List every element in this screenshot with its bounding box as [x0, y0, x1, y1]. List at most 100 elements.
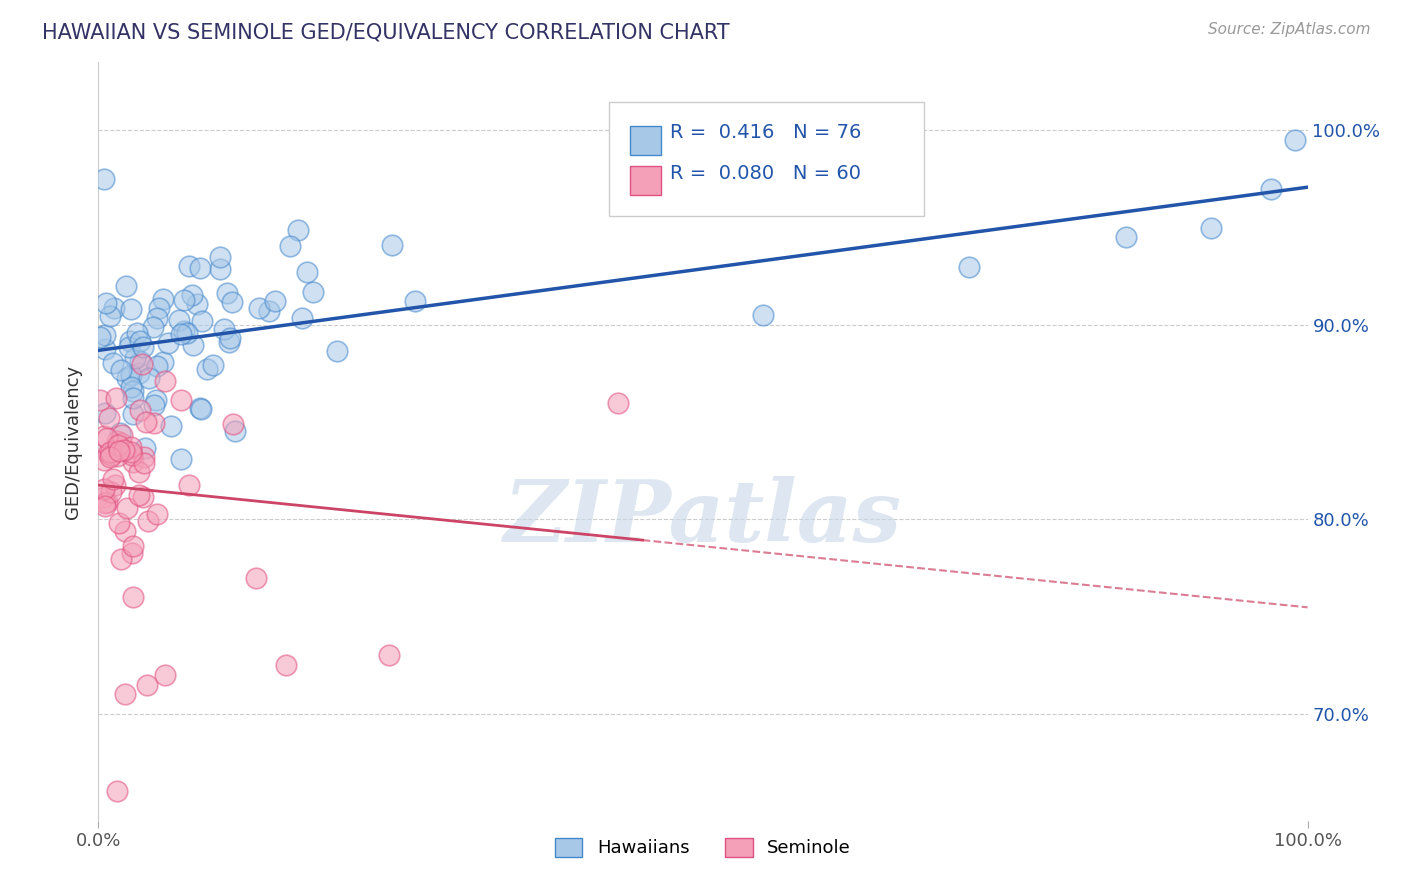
Point	[97, 411, 120, 425]
Point	[145, 311, 167, 326]
Point	[93, 482, 115, 496]
Point	[120, 368, 142, 383]
Point	[120, 445, 142, 459]
Point	[93, 428, 115, 442]
Legend: Hawaiians, Seminole: Hawaiians, Seminole	[548, 830, 858, 864]
Point	[607, 395, 630, 409]
Point	[287, 223, 309, 237]
Point	[222, 417, 245, 432]
Point	[156, 335, 179, 350]
Point	[152, 292, 174, 306]
Point	[104, 478, 127, 492]
Point	[202, 359, 225, 373]
Point	[93, 172, 115, 186]
Point	[138, 371, 160, 385]
Point	[1284, 133, 1306, 147]
Point	[94, 342, 117, 356]
Point	[89, 330, 111, 344]
Point	[132, 490, 155, 504]
Point	[93, 452, 115, 467]
Point	[122, 539, 145, 553]
Text: R =  0.080   N = 60: R = 0.080 N = 60	[671, 163, 862, 183]
Point	[278, 239, 301, 253]
Point	[121, 407, 143, 421]
Point	[121, 391, 143, 405]
Point	[121, 546, 143, 560]
Point	[183, 337, 205, 351]
Point	[98, 445, 121, 459]
Point	[121, 455, 143, 469]
Point	[181, 288, 204, 302]
Point	[94, 499, 117, 513]
Point	[103, 472, 125, 486]
Point	[128, 353, 150, 368]
Point	[153, 668, 176, 682]
Point	[97, 445, 120, 459]
Point	[153, 374, 176, 388]
Point	[752, 308, 775, 322]
Point	[103, 444, 125, 458]
Point	[208, 261, 231, 276]
Point	[169, 326, 191, 341]
Point	[146, 507, 169, 521]
Point	[136, 515, 159, 529]
Text: R =  0.416   N = 76: R = 0.416 N = 76	[671, 123, 862, 142]
Point	[107, 438, 129, 452]
Point	[135, 677, 157, 691]
Point	[105, 784, 128, 798]
Point	[177, 477, 200, 491]
Point	[110, 436, 132, 450]
Point	[121, 384, 143, 398]
Point	[1199, 220, 1222, 235]
Point	[302, 285, 325, 300]
Point	[125, 326, 148, 340]
Point	[167, 313, 190, 327]
Point	[120, 301, 142, 316]
Point	[179, 260, 201, 274]
Point	[152, 355, 174, 369]
Point	[96, 295, 118, 310]
Point	[263, 293, 285, 308]
Point	[381, 238, 404, 252]
Point	[143, 416, 166, 430]
Point	[96, 431, 118, 445]
Point	[274, 658, 297, 673]
Point	[170, 452, 193, 467]
FancyBboxPatch shape	[630, 166, 661, 195]
Point	[89, 392, 111, 407]
Point	[111, 428, 134, 442]
Point	[110, 363, 132, 377]
Point	[190, 261, 212, 276]
Point	[94, 406, 117, 420]
Point	[295, 265, 318, 279]
Point	[218, 331, 240, 345]
Point	[112, 442, 135, 457]
Point	[129, 334, 152, 349]
Point	[221, 295, 243, 310]
Text: Source: ZipAtlas.com: Source: ZipAtlas.com	[1208, 22, 1371, 37]
Point	[96, 494, 118, 508]
Point	[94, 496, 117, 510]
Point	[135, 415, 157, 429]
Point	[103, 301, 125, 315]
Point	[114, 687, 136, 701]
Point	[132, 339, 155, 353]
Point	[120, 379, 142, 393]
Point	[108, 443, 131, 458]
Point	[134, 441, 156, 455]
Point	[115, 501, 138, 516]
FancyBboxPatch shape	[609, 102, 924, 217]
Point	[212, 322, 235, 336]
Point	[129, 403, 152, 417]
Point	[208, 250, 231, 264]
Point	[124, 351, 146, 365]
Point	[132, 456, 155, 470]
Point	[169, 392, 191, 407]
Point	[118, 334, 141, 349]
Y-axis label: GED/Equivalency: GED/Equivalency	[65, 365, 83, 518]
Point	[217, 286, 239, 301]
Point	[108, 516, 131, 530]
Point	[128, 488, 150, 502]
Point	[142, 319, 165, 334]
Point	[100, 484, 122, 499]
